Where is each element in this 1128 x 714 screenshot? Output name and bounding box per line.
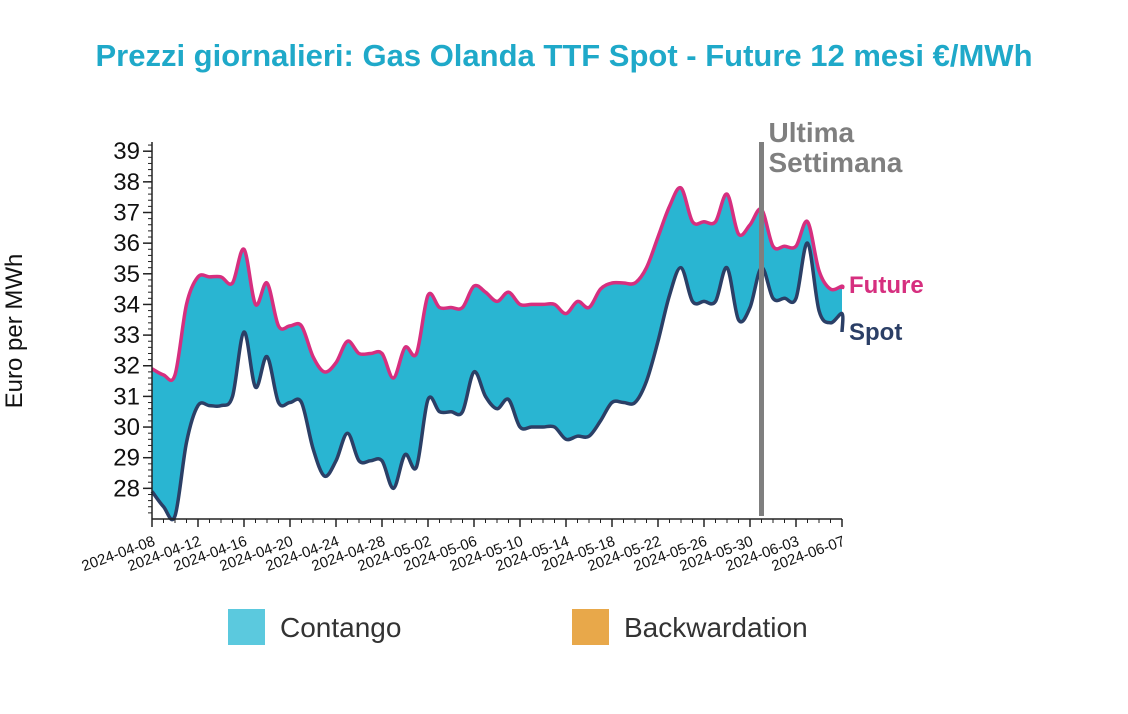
y-tick-label: 29 xyxy=(113,445,140,472)
future-line xyxy=(151,185,845,383)
y-tick-label: 31 xyxy=(113,383,140,410)
spot-line xyxy=(150,241,845,522)
series-lines-group: Future Spot xyxy=(150,185,924,522)
y-tick-label: 35 xyxy=(113,261,140,288)
y-tick-label: 28 xyxy=(113,475,140,502)
contango-area-group xyxy=(152,187,843,520)
y-tick-label: 34 xyxy=(113,291,140,318)
spot-series-label: Spot xyxy=(849,319,902,346)
y-tick-label: 33 xyxy=(113,322,140,349)
chart-title: Prezzi giornalieri: Gas Olanda TTF Spot … xyxy=(95,38,1033,73)
legend-group: Contango Backwardation xyxy=(228,609,808,645)
legend-label-contango: Contango xyxy=(280,612,401,643)
legend-swatch-backwardation xyxy=(572,609,609,645)
last-week-label-line1: Ultima xyxy=(769,117,855,148)
y-tick-label: 36 xyxy=(113,230,140,257)
y-tick-label: 37 xyxy=(113,199,140,226)
y-tick-label: 39 xyxy=(113,138,140,165)
legend-label-backwardation: Backwardation xyxy=(624,612,808,643)
legend-swatch-contango xyxy=(228,609,265,645)
contango-area xyxy=(152,187,843,520)
y-tick-label: 38 xyxy=(113,169,140,196)
y-tick-label: 32 xyxy=(113,353,140,380)
future-series-label: Future xyxy=(849,272,924,299)
last-week-label-line2: Settimana xyxy=(769,147,903,178)
y-axis-title: Euro per MWh xyxy=(1,254,28,409)
y-tick-label: 30 xyxy=(113,414,140,441)
